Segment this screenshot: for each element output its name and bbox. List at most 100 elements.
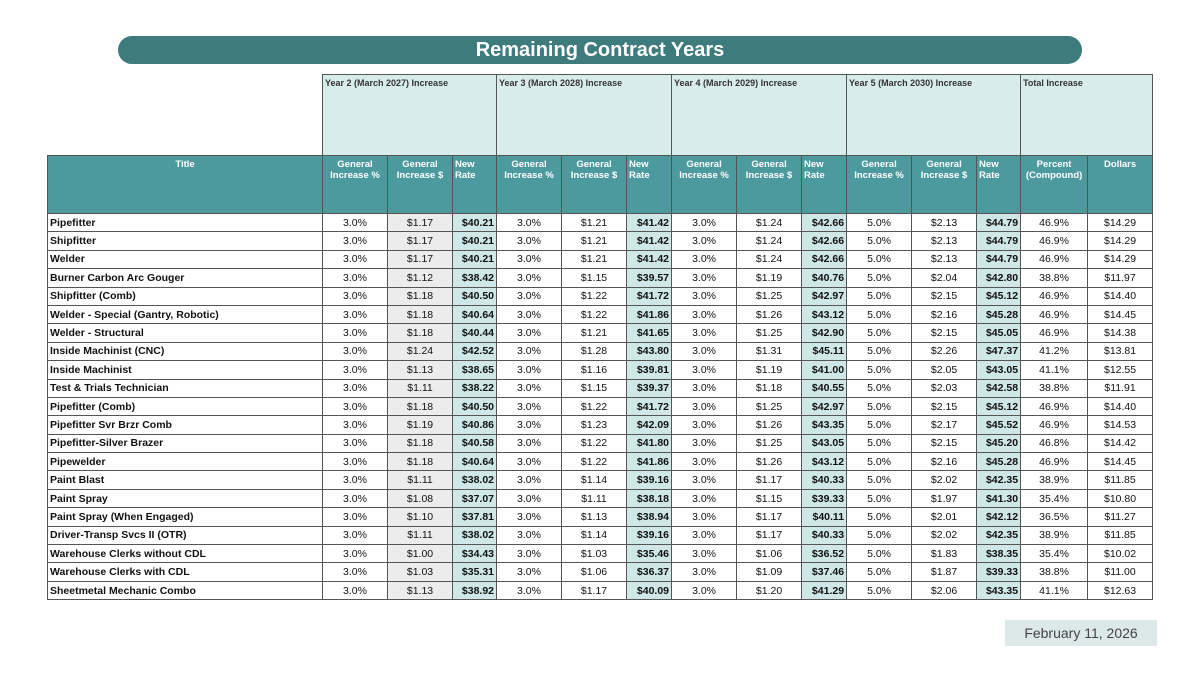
data-row: Shipfitter 3.0% $1.17 $40.21 3.0% $1.21 $41.42… bbox=[47, 231, 1154, 251]
value-cell: 3.0% bbox=[671, 323, 738, 343]
value-cell: $2.03 bbox=[911, 378, 978, 398]
value-cell: $40.58 bbox=[451, 433, 498, 454]
value-cell: $42.09 bbox=[626, 415, 673, 435]
data-row: Warehouse Clerks without CDL 3.0% $1.00 $34… bbox=[47, 544, 1154, 564]
value-cell: $11.85 bbox=[1087, 470, 1154, 490]
value-cell: $1.24 bbox=[736, 249, 803, 270]
value-cell: 3.0% bbox=[496, 544, 563, 564]
group-header-row: Year 2 (March 2027) Increase Year 3 (Marc… bbox=[47, 74, 1154, 156]
value-cell: $1.17 bbox=[561, 580, 628, 601]
value-cell: $14.29 bbox=[1087, 231, 1154, 251]
value-cell: $41.86 bbox=[626, 452, 673, 472]
value-cell: $2.17 bbox=[911, 415, 978, 435]
value-cell: 35.4% bbox=[1020, 544, 1089, 564]
value-cell: $1.97 bbox=[911, 488, 978, 509]
value-cell: 3.0% bbox=[671, 415, 738, 435]
value-cell: 3.0% bbox=[671, 231, 738, 251]
value-cell: 3.0% bbox=[496, 341, 563, 362]
value-cell: 5.0% bbox=[846, 507, 913, 527]
value-cell: $2.15 bbox=[911, 323, 978, 343]
value-cell: $40.33 bbox=[801, 470, 848, 490]
value-cell: $1.14 bbox=[561, 470, 628, 490]
value-cell: 46.9% bbox=[1020, 323, 1089, 343]
value-cell: $39.37 bbox=[626, 378, 673, 398]
value-cell: $10.02 bbox=[1087, 544, 1154, 564]
value-cell: 5.0% bbox=[846, 562, 913, 582]
value-cell: $40.21 bbox=[451, 231, 498, 251]
value-cell: $38.94 bbox=[626, 507, 673, 527]
value-cell: $43.35 bbox=[976, 580, 1022, 601]
value-cell: $1.18 bbox=[387, 323, 453, 343]
value-cell: $38.92 bbox=[451, 580, 498, 601]
column-header: General Increase $ bbox=[387, 155, 453, 214]
value-cell: 46.9% bbox=[1020, 396, 1089, 417]
value-cell: $1.12 bbox=[387, 268, 453, 288]
value-cell: 5.0% bbox=[846, 231, 913, 251]
value-cell: $41.72 bbox=[626, 286, 673, 306]
job-title: Pipefitter (Comb) bbox=[47, 396, 323, 417]
value-cell: $35.31 bbox=[451, 562, 498, 582]
value-cell: $40.33 bbox=[801, 525, 848, 546]
job-title: Shipfitter bbox=[47, 231, 323, 251]
value-cell: $42.12 bbox=[976, 507, 1022, 527]
value-cell: 3.0% bbox=[322, 452, 388, 472]
data-row: Pipefitter Svr Brzr Comb 3.0% $1.19 $40.86 3… bbox=[47, 415, 1154, 435]
value-cell: $1.06 bbox=[736, 544, 803, 564]
value-cell: $11.85 bbox=[1087, 525, 1154, 546]
value-cell: $44.79 bbox=[976, 249, 1022, 270]
value-cell: $42.90 bbox=[801, 323, 848, 343]
value-cell: $13.81 bbox=[1087, 341, 1154, 362]
value-cell: 5.0% bbox=[846, 323, 913, 343]
value-cell: $2.15 bbox=[911, 286, 978, 306]
column-header: Title bbox=[47, 155, 323, 214]
value-cell: $45.11 bbox=[801, 341, 848, 362]
value-cell: 41.1% bbox=[1020, 360, 1089, 380]
value-cell: $40.86 bbox=[451, 415, 498, 435]
column-header: General Increase $ bbox=[911, 155, 978, 214]
value-cell: $36.37 bbox=[626, 562, 673, 582]
value-cell: 5.0% bbox=[846, 341, 913, 362]
group-header: Total Increase bbox=[1020, 74, 1154, 156]
value-cell: $14.38 bbox=[1087, 323, 1154, 343]
value-cell: $39.33 bbox=[976, 562, 1022, 582]
value-cell: $1.19 bbox=[736, 268, 803, 288]
value-cell: 3.0% bbox=[322, 488, 388, 509]
value-cell: $14.45 bbox=[1087, 304, 1154, 325]
value-cell: $14.40 bbox=[1087, 286, 1154, 306]
value-cell: $39.57 bbox=[626, 268, 673, 288]
value-cell: $1.24 bbox=[387, 341, 453, 362]
value-cell: 3.0% bbox=[322, 580, 388, 601]
value-cell: 35.4% bbox=[1020, 488, 1089, 509]
value-cell: $41.30 bbox=[976, 488, 1022, 509]
data-row: Paint Spray 3.0% $1.08 $37.07 3.0% $1.11 $38.1… bbox=[47, 488, 1154, 509]
value-cell: 3.0% bbox=[496, 452, 563, 472]
value-cell: $1.22 bbox=[561, 452, 628, 472]
value-cell: $44.79 bbox=[976, 231, 1022, 251]
value-cell: $38.35 bbox=[976, 544, 1022, 564]
value-cell: 5.0% bbox=[846, 525, 913, 546]
value-cell: 5.0% bbox=[846, 304, 913, 325]
value-cell: $45.28 bbox=[976, 452, 1022, 472]
column-header: General Increase $ bbox=[561, 155, 628, 214]
job-title: Warehouse Clerks without CDL bbox=[47, 544, 323, 564]
value-cell: 3.0% bbox=[496, 249, 563, 270]
value-cell: 5.0% bbox=[846, 396, 913, 417]
value-cell: $42.97 bbox=[801, 286, 848, 306]
value-cell: $37.07 bbox=[451, 488, 498, 509]
value-cell: $1.14 bbox=[561, 525, 628, 546]
value-cell: $43.12 bbox=[801, 304, 848, 325]
value-cell: 38.9% bbox=[1020, 470, 1089, 490]
value-cell: $1.10 bbox=[387, 507, 453, 527]
group-header: Year 5 (March 2030) Increase bbox=[846, 74, 1022, 156]
value-cell: $1.83 bbox=[911, 544, 978, 564]
value-cell: $38.18 bbox=[626, 488, 673, 509]
value-cell: 5.0% bbox=[846, 488, 913, 509]
value-cell: 3.0% bbox=[496, 231, 563, 251]
value-cell: 46.9% bbox=[1020, 452, 1089, 472]
group-header: Year 2 (March 2027) Increase bbox=[321, 74, 498, 156]
value-cell: 5.0% bbox=[846, 212, 913, 233]
value-cell: $1.15 bbox=[736, 488, 803, 509]
value-cell: $1.08 bbox=[387, 488, 453, 509]
data-row: Welder 3.0% $1.17 $40.21 3.0% $1.21 $41.42 3.0%… bbox=[47, 249, 1154, 270]
value-cell: $1.21 bbox=[561, 212, 628, 233]
